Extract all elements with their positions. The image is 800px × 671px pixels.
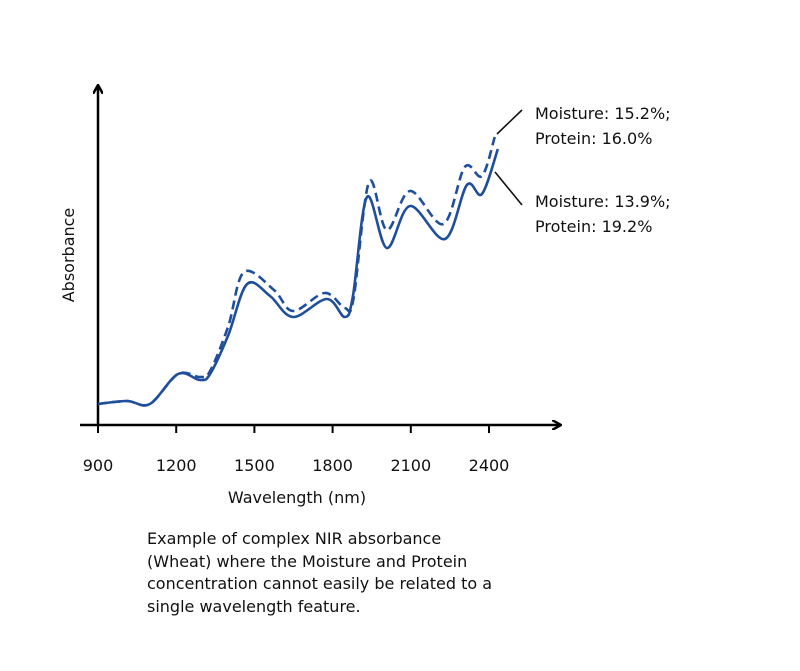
leader-line-dashed xyxy=(496,109,523,135)
x-tick-label: 900 xyxy=(83,456,114,475)
caption-line: (Wheat) where the Moisture and Protein xyxy=(147,551,468,571)
annotation-solid-line2: Protein: 19.2% xyxy=(535,217,652,236)
y-axis-label: Absorbance xyxy=(59,208,78,303)
caption-line: Example of complex NIR absorbance xyxy=(147,529,442,548)
series-line-solid xyxy=(97,148,500,407)
x-tick-label: 1500 xyxy=(234,456,275,475)
x-tick-label: 2100 xyxy=(390,456,431,475)
annotation-dashed-line2: Protein: 16.0% xyxy=(535,129,652,148)
x-tick-label: 1200 xyxy=(156,456,197,475)
x-tick-label: 2400 xyxy=(469,456,510,475)
series-line-dashed xyxy=(97,136,496,407)
caption: Example of complex NIR absorbance (Wheat… xyxy=(147,528,607,618)
x-tick-label: 1800 xyxy=(312,456,353,475)
leader-line-solid xyxy=(494,171,523,206)
annotation-dashed-line1: Moisture: 15.2%; xyxy=(535,104,671,123)
annotation-solid-line1: Moisture: 13.9%; xyxy=(535,192,671,211)
x-axis-label: Wavelength (nm) xyxy=(228,488,366,507)
caption-line: concentration cannot easily be related t… xyxy=(147,574,493,593)
caption-line: single wavelength feature. xyxy=(147,596,361,616)
